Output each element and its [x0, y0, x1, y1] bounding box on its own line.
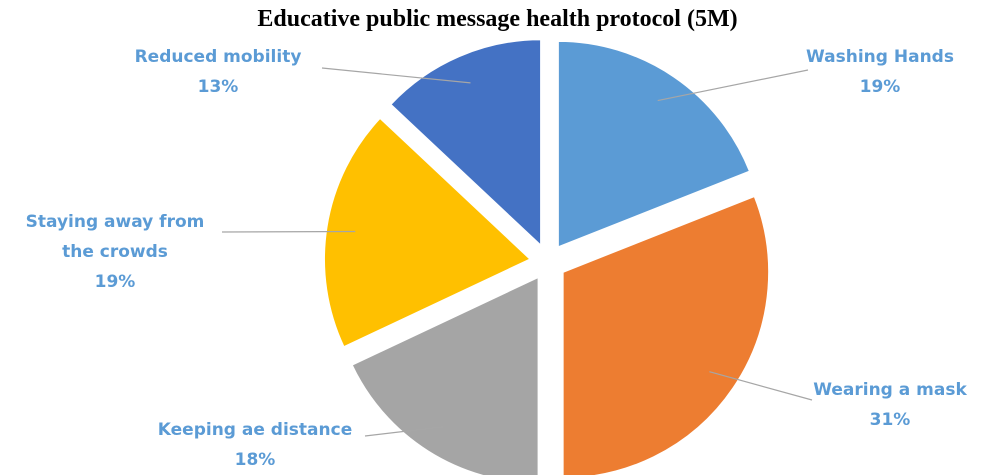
- pie-slice-1: [563, 196, 769, 475]
- slice-value-label: 13%: [198, 77, 239, 97]
- slice-name-label: Reduced mobility: [135, 47, 302, 67]
- slice-label-3: Staying away from the crowds 19%: [26, 212, 205, 292]
- slice-label-2: Keeping ae distance 18%: [158, 420, 352, 470]
- slice-label-0: Washing Hands 19%: [806, 47, 954, 97]
- slice-name-label: Wearing a mask: [813, 380, 967, 400]
- leader-line-3: [222, 231, 355, 232]
- slice-value-label: 18%: [235, 450, 276, 470]
- slice-value-label: 31%: [870, 410, 911, 430]
- slice-label-1: Wearing a mask 31%: [813, 380, 967, 430]
- pie-slices: [324, 39, 769, 475]
- slice-value-label: 19%: [860, 77, 901, 97]
- slice-value-label: 19%: [95, 272, 136, 292]
- slice-label-4: Reduced mobility 13%: [135, 47, 302, 97]
- slice-name-label: Keeping ae distance: [158, 420, 352, 440]
- slice-name-label: Staying away from: [26, 212, 205, 232]
- slice-name-label: the crowds: [62, 242, 168, 262]
- slice-name-label: Washing Hands: [806, 47, 954, 67]
